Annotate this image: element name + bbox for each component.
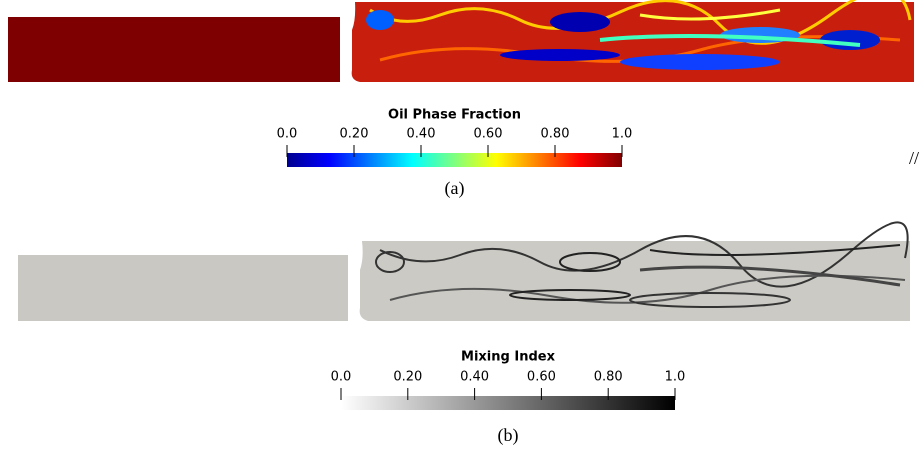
- oil-field: [8, 0, 914, 82]
- caption: (a): [445, 178, 465, 199]
- caption: (b): [498, 425, 519, 446]
- colorbar-tick-label: 0.20: [393, 370, 422, 385]
- colorbar-tick-label: 0.80: [541, 127, 570, 142]
- mixing-field: [18, 222, 910, 321]
- colorbar-tick-label: 0.80: [594, 370, 623, 385]
- colorbar-tick-label: 0.60: [474, 127, 503, 142]
- figure: Oil Phase Fraction 0.0 0.20 0.40 0.60 0.80 1.0…: [0, 0, 924, 454]
- colorbar-tick-label: 0.0: [331, 370, 352, 385]
- side-mark: //: [909, 148, 919, 168]
- colorbar: [287, 153, 622, 167]
- colorbar-tick-label: 0.20: [340, 127, 369, 142]
- colorbar-title: Oil Phase Fraction: [388, 108, 521, 123]
- colorbar-tick-label: 0.40: [460, 370, 489, 385]
- colorbar-tick-label: 0.0: [277, 127, 298, 142]
- page: {"panels": [ {"colorbar": {"title": "Oil…: [0, 0, 924, 454]
- colorbar-tick-label: 0.40: [407, 127, 436, 142]
- colorbar: [341, 396, 675, 410]
- colorbar-title: Mixing Index: [461, 350, 556, 365]
- colorbar-tick-label: 1.0: [612, 127, 633, 142]
- colorbar-tick-label: 0.60: [527, 370, 556, 385]
- colorbar-tick-label: 1.0: [665, 370, 686, 385]
